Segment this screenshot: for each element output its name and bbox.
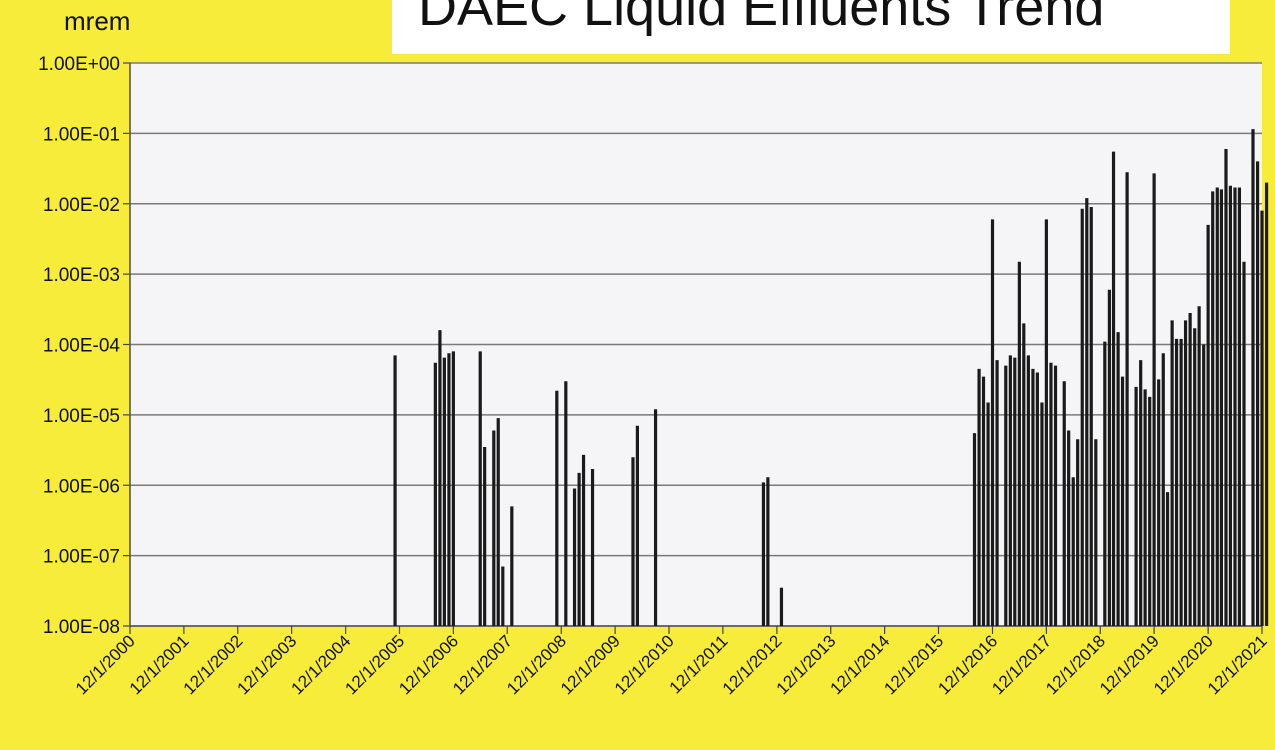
- y-tick-label: 1.00E-08: [43, 617, 120, 638]
- chart-title-box: DAEC Liquid Effluents Trend: [392, 0, 1230, 54]
- y-tick-label: 1.00E-01: [43, 124, 120, 145]
- y-tick-label: 1.00E+00: [38, 54, 120, 75]
- y-tick-label: 1.00E-02: [43, 195, 120, 216]
- y-tick-label: 1.00E-04: [43, 336, 121, 357]
- y-axis-unit-label: mrem: [64, 6, 131, 36]
- y-tick-label: 1.00E-06: [43, 476, 120, 497]
- chart-title: DAEC Liquid Effluents Trend: [418, 0, 1105, 37]
- y-tick-label: 1.00E-05: [43, 406, 120, 427]
- x-tick-label: 12/1/2010: [611, 631, 678, 698]
- y-tick-label: 1.00E-07: [43, 547, 120, 568]
- x-tick-label: 12/1/2021: [1204, 631, 1271, 698]
- y-tick-label: 1.00E-03: [43, 265, 120, 286]
